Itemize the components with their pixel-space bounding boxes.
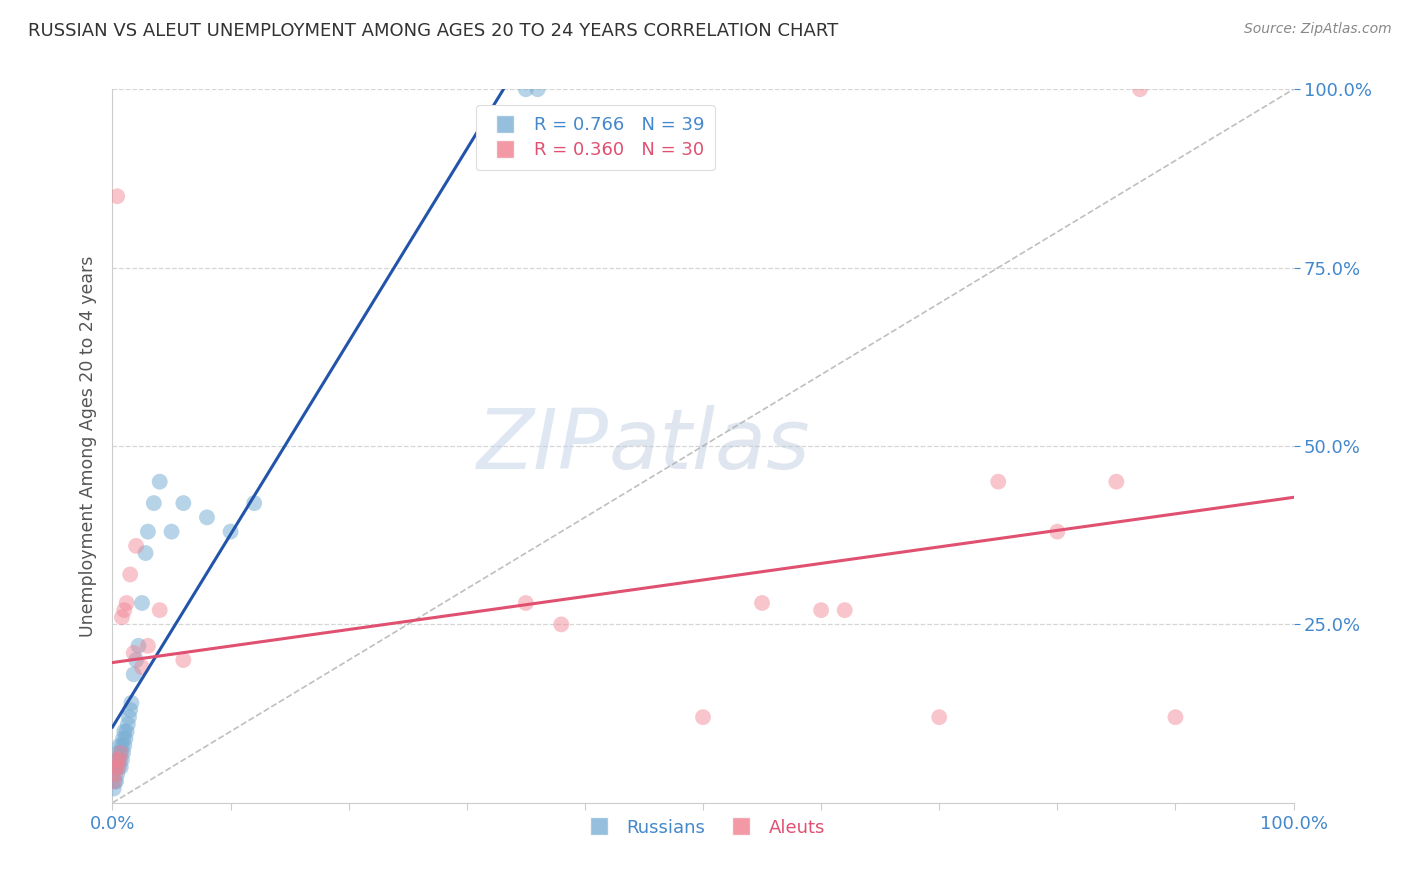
Point [110, 746, 132, 760]
Point [107, 760, 129, 774]
Point [142, 496, 165, 510]
Point [108, 739, 131, 753]
Point [751, 596, 773, 610]
Text: ZIP: ZIP [477, 406, 609, 486]
Y-axis label: Unemployment Among Ages 20 to 24 years: Unemployment Among Ages 20 to 24 years [79, 255, 97, 637]
Point [105, 774, 128, 789]
Point [104, 767, 127, 781]
Point [172, 653, 194, 667]
Point [115, 724, 138, 739]
Point [810, 603, 832, 617]
Point [149, 603, 172, 617]
Point [1105, 475, 1128, 489]
Point [243, 496, 266, 510]
Point [108, 753, 131, 767]
Point [120, 567, 142, 582]
Point [149, 475, 172, 489]
Point [125, 653, 148, 667]
Point [111, 739, 134, 753]
Point [111, 753, 134, 767]
Point [112, 746, 135, 760]
Point [515, 82, 537, 96]
Point [105, 760, 128, 774]
Point [111, 610, 134, 624]
Point [131, 660, 153, 674]
Legend: Russians, Aleuts: Russians, Aleuts [574, 812, 832, 844]
Point [135, 546, 157, 560]
Point [195, 510, 218, 524]
Point [122, 667, 145, 681]
Point [105, 753, 128, 767]
Point [105, 189, 128, 203]
Point [112, 724, 135, 739]
Point [834, 603, 856, 617]
Point [115, 596, 138, 610]
Point [125, 539, 148, 553]
Point [131, 596, 153, 610]
Point [105, 767, 128, 781]
Point [515, 596, 537, 610]
Point [550, 617, 572, 632]
Point [105, 760, 128, 774]
Point [107, 760, 129, 774]
Point [1129, 82, 1152, 96]
Point [127, 639, 149, 653]
Point [112, 731, 135, 746]
Point [928, 710, 950, 724]
Point [108, 753, 131, 767]
Point [1164, 710, 1187, 724]
Point [112, 739, 135, 753]
Point [105, 753, 128, 767]
Point [103, 774, 125, 789]
Text: atlas: atlas [609, 406, 810, 486]
Text: Source: ZipAtlas.com: Source: ZipAtlas.com [1244, 22, 1392, 37]
Point [692, 710, 714, 724]
Point [110, 760, 132, 774]
Point [104, 774, 127, 789]
Point [120, 696, 142, 710]
Point [114, 731, 136, 746]
Point [120, 703, 142, 717]
Point [136, 639, 159, 653]
Point [110, 746, 132, 760]
Point [987, 475, 1010, 489]
Point [136, 524, 159, 539]
Point [122, 646, 145, 660]
Point [103, 781, 125, 796]
Point [219, 524, 242, 539]
Point [117, 717, 139, 731]
Point [172, 496, 194, 510]
Point [112, 603, 135, 617]
Point [107, 746, 129, 760]
Text: RUSSIAN VS ALEUT UNEMPLOYMENT AMONG AGES 20 TO 24 YEARS CORRELATION CHART: RUSSIAN VS ALEUT UNEMPLOYMENT AMONG AGES… [28, 22, 838, 40]
Point [1046, 524, 1069, 539]
Point [526, 82, 548, 96]
Point [160, 524, 183, 539]
Point [118, 710, 141, 724]
